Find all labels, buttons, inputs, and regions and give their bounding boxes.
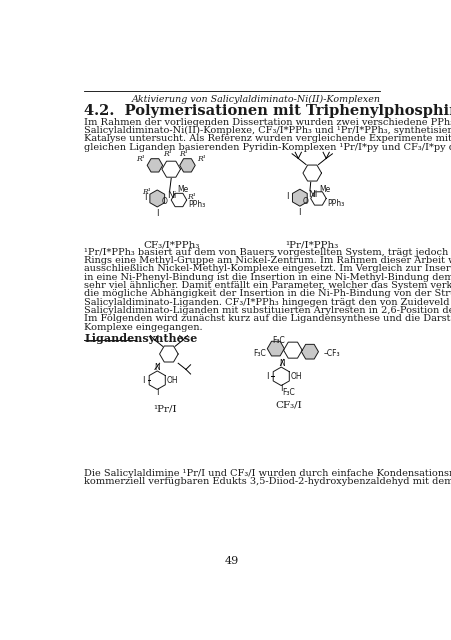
- Text: R¹: R¹: [136, 155, 144, 163]
- Text: I: I: [143, 193, 146, 202]
- Text: I: I: [156, 209, 158, 218]
- Text: Salicylaldiminato-Liganden mit substituierten Arylresten in 2,6-Position der N-A: Salicylaldiminato-Liganden mit substitui…: [84, 306, 451, 315]
- Text: Im Folgenden wird zunächst kurz auf die Ligandensynthese und die Darstellung der: Im Folgenden wird zunächst kurz auf die …: [84, 314, 451, 323]
- Text: 4.2.  Polymerisationen mit Triphenylphosphin-Komplexen: 4.2. Polymerisationen mit Triphenylphosp…: [84, 104, 451, 118]
- Text: Aktivierung von Salicylaldiminato-Ni(II)-Komplexen: Aktivierung von Salicylaldiminato-Ni(II)…: [131, 95, 380, 104]
- Text: Ligandensynthese: Ligandensynthese: [84, 333, 197, 344]
- Text: ¹Pr/I: ¹Pr/I: [153, 404, 176, 413]
- Text: Ni: Ni: [308, 190, 317, 199]
- Text: I: I: [298, 208, 300, 217]
- Text: I: I: [142, 376, 144, 385]
- Text: CF₃/I: CF₃/I: [275, 400, 302, 409]
- Text: Salicylaldiminato-Ni(II)-Komplexe, CF₃/I*PPh₃ und ¹Pr/I*PPh₃, synthetisiert und : Salicylaldiminato-Ni(II)-Komplexe, CF₃/I…: [84, 126, 451, 135]
- Text: Komplexe eingegangen.: Komplexe eingegangen.: [84, 323, 202, 332]
- Text: –CF₃: –CF₃: [323, 349, 340, 358]
- Text: Me: Me: [177, 186, 188, 195]
- Text: R¹: R¹: [179, 150, 187, 158]
- Text: in eine Ni-Phenyl-Bindung ist die Insertion in eine Ni-Methyl-Bindung dem Ketten: in eine Ni-Phenyl-Bindung ist die Insert…: [84, 273, 451, 282]
- Text: die mögliche Abhängigkeit der Insertion in die Ni-Ph-Bindung von der Struktur de: die mögliche Abhängigkeit der Insertion …: [84, 289, 451, 298]
- Polygon shape: [179, 159, 195, 172]
- Text: ¹Pr/I*PPh₃ basiert auf dem von Bauers vorgestellten System, trägt jedoch statt e: ¹Pr/I*PPh₃ basiert auf dem von Bauers vo…: [84, 248, 451, 257]
- Text: OH: OH: [166, 376, 178, 385]
- Text: I: I: [156, 388, 158, 397]
- Text: kommerziell verfügbaren Edukts 3,5-Diiod-2-hydroxybenzaldehyd mit dem Anilinderi: kommerziell verfügbaren Edukts 3,5-Diiod…: [84, 477, 451, 486]
- Text: PPh₃: PPh₃: [327, 199, 344, 209]
- Text: R¹: R¹: [163, 150, 172, 158]
- Text: O: O: [162, 197, 168, 206]
- Polygon shape: [267, 341, 284, 356]
- Text: ausschließlich Nickel-Methyl-Komplexe eingesetzt. Im Vergleich zur Insertion von: ausschließlich Nickel-Methyl-Komplexe ei…: [84, 264, 451, 273]
- Text: F₃C: F₃C: [253, 349, 265, 358]
- Text: sehr viel ähnlicher. Damit entfällt ein Parameter, welcher das System verkompliz: sehr viel ähnlicher. Damit entfällt ein …: [84, 281, 451, 290]
- Polygon shape: [147, 159, 162, 172]
- Text: Katalyse untersucht. Als Referenz wurden vergleichende Experimente mit den auf d: Katalyse untersucht. Als Referenz wurden…: [84, 134, 451, 143]
- Text: F₃C: F₃C: [272, 337, 285, 346]
- Text: Me: Me: [318, 186, 330, 195]
- Text: ¹Pr/I*PPh₃: ¹Pr/I*PPh₃: [285, 241, 338, 250]
- Text: R¹: R¹: [186, 193, 195, 201]
- Text: Salicylaldiminato-Liganden. CF₃/I*PPh₃ hingegen trägt den von Zuideveld entwicke: Salicylaldiminato-Liganden. CF₃/I*PPh₃ h…: [84, 298, 451, 307]
- Text: gleichen Liganden basierenden Pyridin-Komplexen ¹Pr/I*py und CF₃/I*py durchgefüh: gleichen Liganden basierenden Pyridin-Ko…: [84, 143, 451, 152]
- Polygon shape: [301, 344, 318, 359]
- Text: F₃C: F₃C: [282, 388, 295, 397]
- Text: Im Rahmen der vorliegenden Dissertation wurden zwei verschiedene PPh₃-stabilisie: Im Rahmen der vorliegenden Dissertation …: [84, 118, 451, 127]
- Text: I: I: [266, 372, 268, 381]
- Text: I: I: [286, 193, 288, 202]
- Text: OH: OH: [290, 372, 302, 381]
- Text: N: N: [154, 363, 160, 372]
- Text: CF₃/I*PPh₃: CF₃/I*PPh₃: [143, 241, 199, 250]
- Text: Rings eine Methyl-Gruppe am Nickel-Zentrum. Im Rahmen dieser Arbeit wurden: Rings eine Methyl-Gruppe am Nickel-Zentr…: [84, 256, 451, 265]
- Text: R¹: R¹: [196, 155, 205, 163]
- Text: O: O: [303, 197, 308, 206]
- Text: I: I: [279, 384, 282, 393]
- Text: Die Salicylaldimine ¹Pr/I und CF₃/I wurden durch einfache Kondensationsreaktion : Die Salicylaldimine ¹Pr/I und CF₃/I wurd…: [84, 468, 451, 477]
- Polygon shape: [292, 189, 307, 206]
- Text: R¹: R¹: [142, 188, 151, 196]
- Text: Ni: Ni: [167, 191, 176, 200]
- Polygon shape: [150, 190, 164, 207]
- Text: PPh₃: PPh₃: [188, 200, 205, 209]
- Text: 49: 49: [224, 556, 238, 566]
- Text: N: N: [279, 359, 284, 368]
